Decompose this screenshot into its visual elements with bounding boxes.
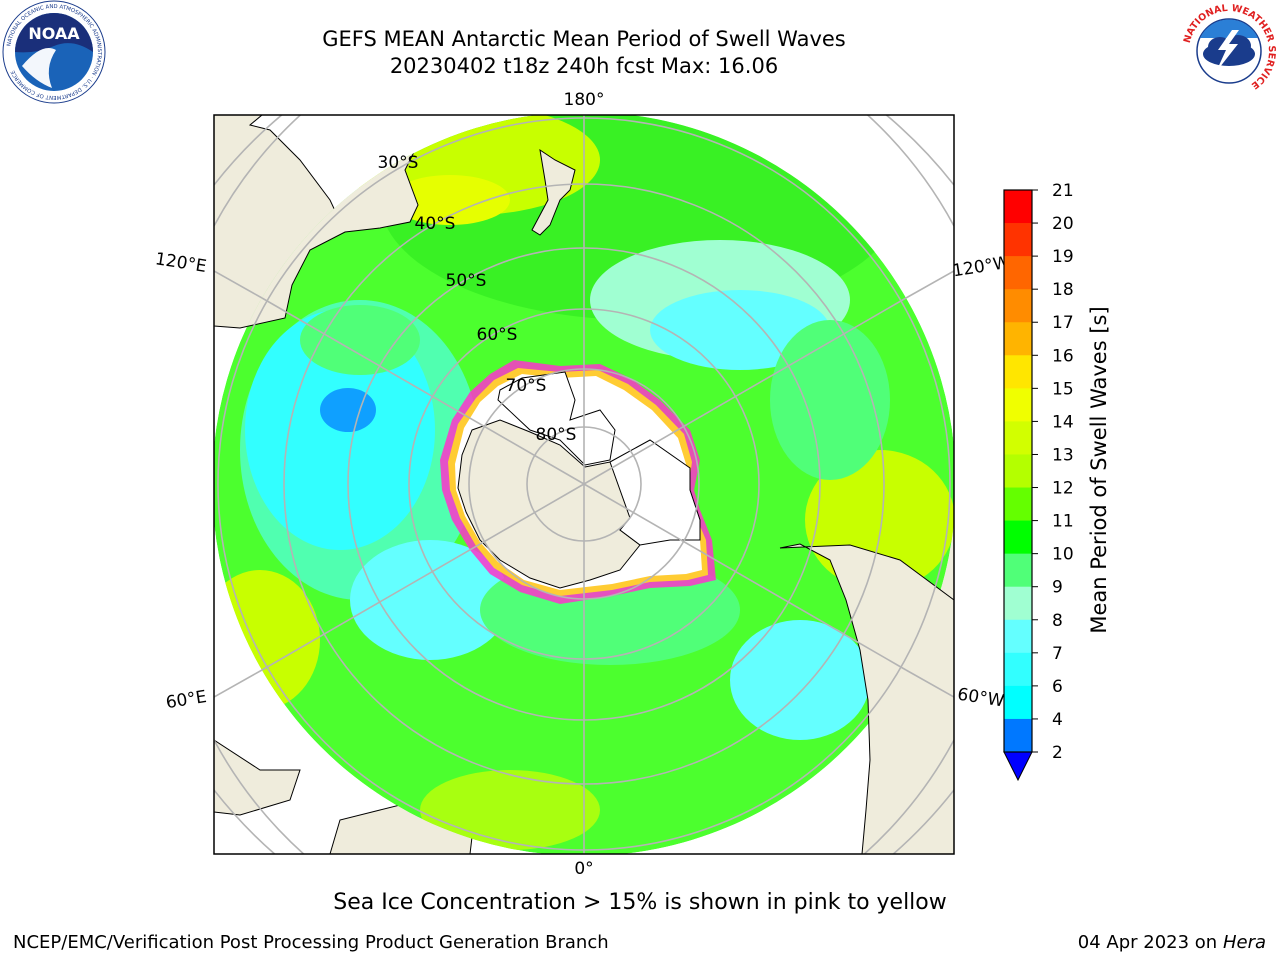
- lat-label-80s: 80°S: [536, 425, 577, 445]
- colorbar-tick-label: 13: [1052, 445, 1074, 465]
- colorbar-tick-label: 12: [1052, 479, 1074, 499]
- colorbar-bin: [1004, 322, 1032, 356]
- colorbar-extend-min: [1003, 751, 1033, 782]
- lat-label-40s: 40°S: [415, 214, 456, 234]
- colorbar-bin: [1004, 652, 1032, 687]
- lightning-icon: [1216, 30, 1239, 72]
- colorbar-bin: [1004, 223, 1032, 257]
- colorbar-tick-label: 19: [1052, 247, 1074, 267]
- colorbar-tick-label: 8: [1052, 611, 1063, 631]
- lat-label-70s: 70°S: [506, 376, 547, 396]
- lon-label-120w: 120°W: [951, 253, 1011, 282]
- noaa-logo-text: NOAA: [28, 24, 80, 43]
- graticule: [217, 115, 951, 854]
- colorbar-bin: [1004, 289, 1032, 323]
- colorbar-label: Mean Period of Swell Waves [s]: [1087, 306, 1111, 633]
- footer-date-text: 04 Apr 2023 on: [1077, 932, 1218, 953]
- nws-logo: NATIONAL WEATHER SERVICE: [1182, 3, 1277, 98]
- colorbar-tick-label: 2: [1052, 743, 1063, 763]
- colorbar-tick-label: 4: [1052, 710, 1063, 730]
- lon-label-0: 0°: [574, 859, 593, 879]
- colorbar-bin: [1004, 256, 1032, 290]
- colorbar-bin: [1004, 619, 1032, 654]
- lat-label-50s: 50°S: [446, 271, 487, 291]
- colorbar-bin: [1004, 190, 1032, 224]
- lon-label-60e: 60°E: [164, 687, 208, 713]
- lon-label-60w: 60°W: [956, 685, 1006, 712]
- lon-label-180: 180°: [564, 90, 605, 110]
- colorbar-bin: [1004, 553, 1032, 588]
- colorbar-tick-label: 9: [1052, 578, 1063, 598]
- colorbar-bin: [1004, 520, 1032, 555]
- antarctica: [440, 360, 716, 604]
- colorbar-tick-label: 15: [1052, 379, 1074, 399]
- colorbar-bin: [1004, 685, 1032, 720]
- colorbar-bin: [1004, 388, 1032, 422]
- colorbar: 21 20 19 18 17 16 15 14 13 12 11 10 9 8 7 6 4 2: [1003, 181, 1074, 782]
- colorbar-tick-label: 17: [1052, 313, 1074, 333]
- colorbar-bin: [1004, 454, 1032, 488]
- colorbar-tick-label: 10: [1052, 545, 1074, 565]
- lat-label-30s: 30°S: [378, 153, 419, 173]
- colorbar-tick-label: 14: [1052, 412, 1074, 432]
- colorbar-tick-label: 7: [1052, 644, 1063, 664]
- colorbar-bin: [1004, 355, 1032, 389]
- colorbar-bin: [1004, 586, 1032, 621]
- colorbar-tick-label: 18: [1052, 280, 1074, 300]
- footer-credit: NCEP/EMC/Verification Post Processing Pr…: [13, 932, 609, 953]
- colorbar-bin: [1004, 421, 1032, 455]
- page-subtitle: 20230402 t18z 240h fcst Max: 16.06: [389, 54, 779, 78]
- land-south-america: [779, 543, 954, 854]
- colorbar-bin: [1004, 718, 1032, 753]
- lon-label-120e: 120°E: [154, 249, 208, 277]
- page-title: GEFS MEAN Antarctic Mean Period of Swell…: [322, 27, 846, 51]
- footer-machine: Hera: [1222, 932, 1266, 953]
- noaa-logo: NOAA NATIONAL OCEANIC AND ATMOSPHERIC AD…: [2, 0, 106, 104]
- colorbar-tick-label: 11: [1052, 512, 1074, 532]
- lat-label-60s: 60°S: [477, 325, 518, 345]
- sea-ice-note: Sea Ice Concentration > 15% is shown in …: [333, 890, 947, 915]
- footer-date: 04 Apr 2023 on Hera: [1078, 932, 1266, 953]
- colorbar-tick-label: 20: [1052, 214, 1074, 234]
- map-border: [213, 114, 955, 855]
- colorbar-bin: [1004, 487, 1032, 521]
- colorbar-tick-label: 16: [1052, 346, 1074, 366]
- colorbar-tick-label: 6: [1052, 677, 1063, 697]
- colorbar-tick-label: 21: [1052, 181, 1074, 201]
- seagull-icon: [22, 48, 56, 88]
